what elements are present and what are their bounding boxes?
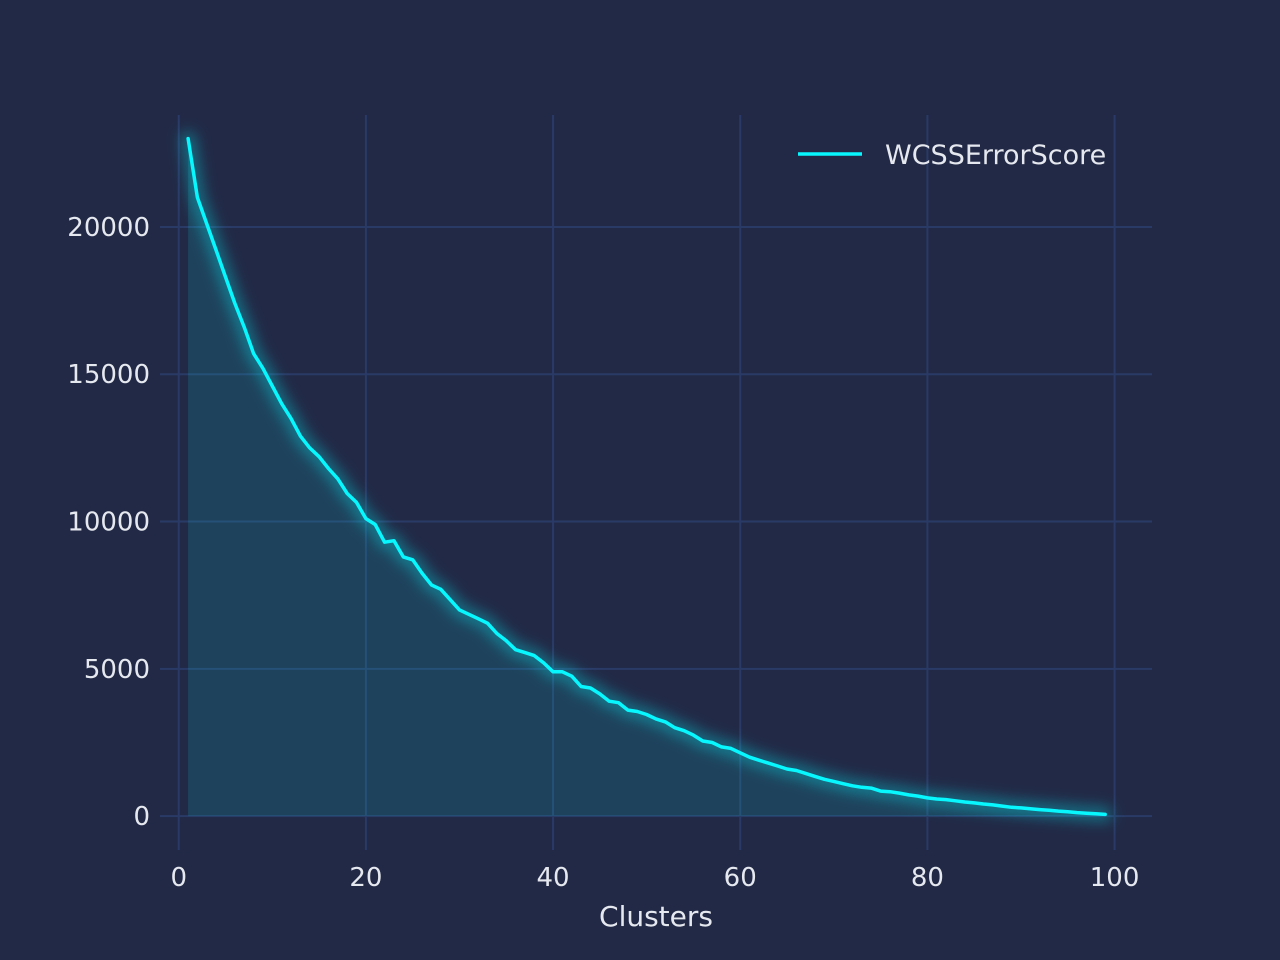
x-tick-label-40: 40	[537, 863, 570, 893]
area-fill-layer	[188, 138, 1106, 817]
x-tick-label-60: 60	[724, 863, 757, 893]
y-tick-label-10000: 10000	[67, 508, 150, 538]
x-tick-label-80: 80	[911, 863, 944, 893]
tick-labels: 0 20 40 60 80 100 0 5000 10000 15000 20000	[67, 213, 1139, 893]
series-line-wcss	[186, 136, 1107, 817]
y-tick-label-15000: 15000	[67, 360, 150, 390]
x-tick-label-0: 0	[170, 863, 187, 893]
y-tick-label-20000: 20000	[67, 213, 150, 243]
legend: WCSSErrorScore	[798, 140, 1106, 171]
series-area-wcss	[188, 138, 1106, 817]
x-tick-label-100: 100	[1090, 863, 1140, 893]
legend-label-wcss: WCSSErrorScore	[885, 140, 1106, 171]
x-tick-label-20: 20	[349, 863, 382, 893]
series-line-layer	[181, 131, 1113, 822]
x-axis-label: Clusters	[599, 900, 713, 933]
grid	[160, 115, 1152, 850]
y-tick-label-5000: 5000	[84, 655, 150, 685]
y-tick-label-0: 0	[133, 802, 150, 832]
